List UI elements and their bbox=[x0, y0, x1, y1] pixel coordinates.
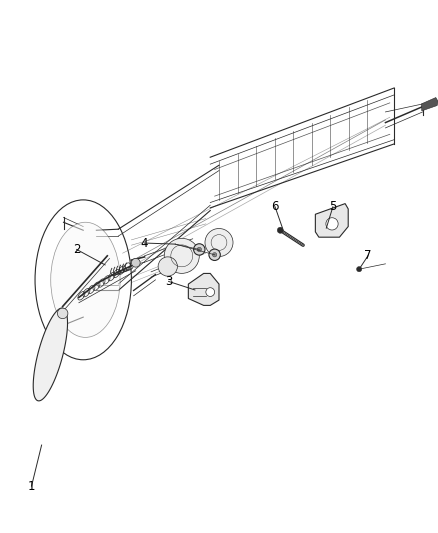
Text: 1: 1 bbox=[28, 480, 35, 492]
Circle shape bbox=[209, 249, 220, 261]
Polygon shape bbox=[33, 308, 67, 401]
Circle shape bbox=[194, 244, 205, 255]
Polygon shape bbox=[421, 98, 438, 111]
Text: 5: 5 bbox=[329, 200, 336, 213]
Text: 2: 2 bbox=[73, 243, 81, 256]
Text: 7: 7 bbox=[364, 249, 372, 262]
Circle shape bbox=[164, 238, 199, 273]
Circle shape bbox=[212, 253, 217, 257]
Circle shape bbox=[205, 229, 233, 256]
Circle shape bbox=[57, 308, 68, 319]
Polygon shape bbox=[315, 204, 348, 237]
Circle shape bbox=[357, 266, 362, 272]
Text: 3: 3 bbox=[165, 275, 172, 288]
Ellipse shape bbox=[51, 222, 120, 337]
Circle shape bbox=[197, 247, 201, 252]
Text: 6: 6 bbox=[271, 200, 279, 213]
Circle shape bbox=[277, 227, 283, 233]
Circle shape bbox=[326, 217, 338, 230]
Text: 4: 4 bbox=[141, 237, 148, 249]
Circle shape bbox=[158, 257, 177, 276]
Polygon shape bbox=[188, 273, 219, 305]
Circle shape bbox=[131, 259, 140, 267]
Circle shape bbox=[206, 288, 215, 296]
